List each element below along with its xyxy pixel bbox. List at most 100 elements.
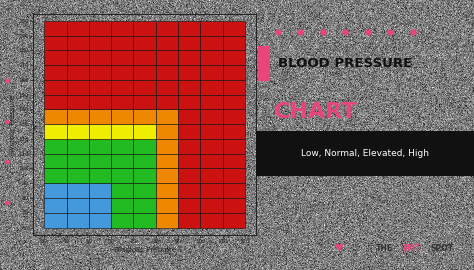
Bar: [178, 139, 200, 154]
Text: ▶: ▶: [5, 157, 11, 167]
Bar: [111, 198, 134, 213]
X-axis label: Diastolic Pressure: Diastolic Pressure: [114, 247, 175, 253]
Text: EMT: EMT: [402, 244, 420, 253]
Bar: [45, 154, 66, 168]
Bar: [66, 80, 89, 95]
Bar: [89, 36, 111, 50]
Bar: [111, 124, 134, 139]
Bar: [134, 95, 155, 109]
Bar: [155, 183, 178, 198]
Bar: [155, 154, 178, 168]
Y-axis label: Systolic Pressure: Systolic Pressure: [10, 95, 16, 154]
Bar: [89, 21, 111, 36]
Bar: [223, 21, 245, 36]
Bar: [111, 168, 134, 183]
Bar: [134, 183, 155, 198]
Bar: [178, 198, 200, 213]
Bar: [155, 65, 178, 80]
Bar: [178, 168, 200, 183]
Bar: [201, 65, 223, 80]
Bar: [155, 50, 178, 65]
Bar: [45, 124, 66, 139]
Bar: [201, 109, 223, 124]
Bar: [178, 50, 200, 65]
Bar: [178, 36, 200, 50]
Bar: [134, 198, 155, 213]
Bar: [223, 109, 245, 124]
Bar: [45, 21, 66, 36]
Bar: [134, 124, 155, 139]
Bar: [178, 154, 200, 168]
Bar: [111, 65, 134, 80]
Bar: [155, 139, 178, 154]
Text: ▶: ▶: [5, 76, 11, 86]
Bar: [66, 154, 89, 168]
Bar: [66, 168, 89, 183]
Bar: [201, 95, 223, 109]
Bar: [89, 198, 111, 213]
Bar: [134, 168, 155, 183]
Bar: [134, 50, 155, 65]
Bar: [223, 213, 245, 228]
Bar: [45, 213, 66, 228]
Bar: [155, 21, 178, 36]
Bar: [223, 95, 245, 109]
Bar: [89, 154, 111, 168]
Bar: [178, 213, 200, 228]
Bar: [223, 50, 245, 65]
Bar: [66, 65, 89, 80]
Bar: [155, 198, 178, 213]
Bar: [45, 65, 66, 80]
Text: SPOT: SPOT: [430, 244, 454, 253]
Bar: [66, 95, 89, 109]
Text: ▶: ▶: [5, 117, 11, 126]
Bar: [201, 124, 223, 139]
Bar: [201, 198, 223, 213]
Bar: [201, 36, 223, 50]
Bar: [111, 21, 134, 36]
Bar: [45, 95, 66, 109]
Bar: [89, 50, 111, 65]
Bar: [89, 139, 111, 154]
Bar: [201, 183, 223, 198]
Bar: [66, 21, 89, 36]
Bar: [45, 168, 66, 183]
Bar: [134, 65, 155, 80]
Bar: [223, 168, 245, 183]
Bar: [134, 80, 155, 95]
Bar: [201, 154, 223, 168]
Text: ▶: ▶: [5, 198, 11, 207]
Bar: [178, 80, 200, 95]
Bar: [89, 65, 111, 80]
Bar: [66, 213, 89, 228]
Bar: [258, 46, 270, 81]
Bar: [201, 50, 223, 65]
Bar: [66, 36, 89, 50]
Bar: [134, 109, 155, 124]
Bar: [201, 213, 223, 228]
Bar: [223, 124, 245, 139]
Bar: [155, 213, 178, 228]
Bar: [89, 213, 111, 228]
Text: CHART: CHART: [273, 102, 357, 122]
Bar: [223, 36, 245, 50]
Text: Low, Normal, Elevated, High: Low, Normal, Elevated, High: [301, 148, 429, 158]
Text: ♥: ♥: [335, 243, 343, 254]
Bar: [66, 183, 89, 198]
Bar: [111, 80, 134, 95]
Bar: [89, 168, 111, 183]
Bar: [66, 139, 89, 154]
Bar: [111, 109, 134, 124]
Bar: [45, 109, 66, 124]
Bar: [45, 183, 66, 198]
Bar: [155, 168, 178, 183]
Bar: [89, 80, 111, 95]
Bar: [155, 36, 178, 50]
Bar: [111, 154, 134, 168]
Bar: [89, 109, 111, 124]
Bar: [201, 168, 223, 183]
Bar: [66, 198, 89, 213]
Bar: [89, 95, 111, 109]
Bar: [111, 95, 134, 109]
Bar: [201, 21, 223, 36]
